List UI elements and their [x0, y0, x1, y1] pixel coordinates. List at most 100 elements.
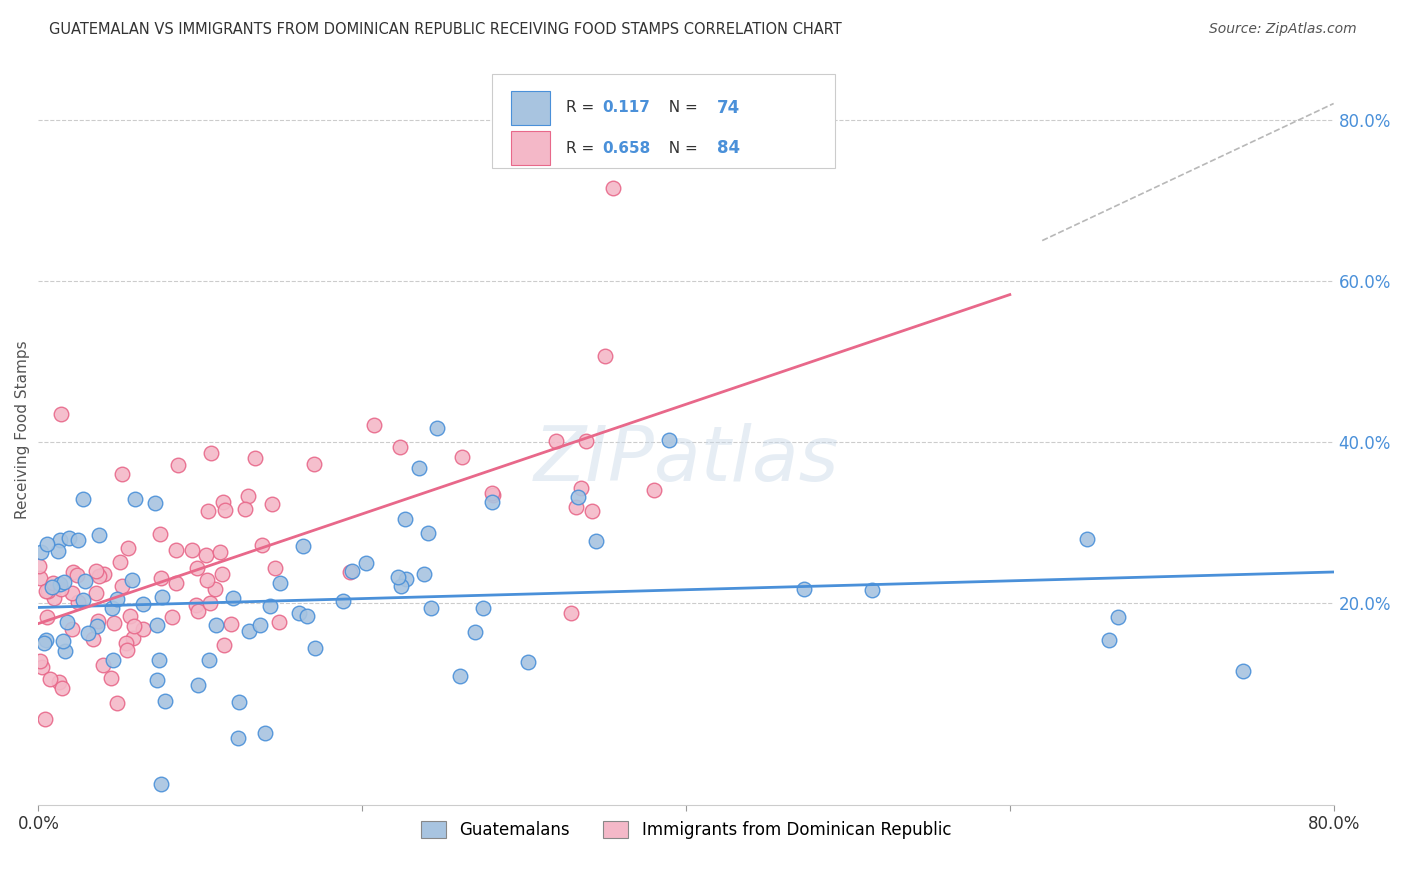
Point	[565, 500, 588, 514]
Point	[58, 531, 80, 545]
Point	[72, 593, 94, 607]
Point	[198, 653, 221, 667]
Point	[60, 622, 83, 636]
Point	[35, 537, 58, 551]
Point	[793, 582, 815, 596]
Point	[76, 626, 98, 640]
Point	[387, 570, 409, 584]
Point	[302, 457, 325, 471]
Point	[212, 639, 235, 653]
Point	[295, 609, 318, 624]
Point	[51, 634, 73, 648]
Point	[408, 460, 430, 475]
Point	[291, 539, 314, 553]
Point	[108, 555, 131, 569]
Point	[363, 417, 385, 432]
Point	[51, 681, 73, 695]
Legend: Guatemalans, Immigrants from Dominican Republic: Guatemalans, Immigrants from Dominican R…	[415, 814, 957, 846]
Point	[195, 573, 218, 587]
Point	[62, 565, 84, 579]
Point	[187, 604, 209, 618]
Point	[643, 483, 665, 498]
Point	[28, 559, 51, 574]
Point	[419, 600, 441, 615]
Point	[464, 624, 486, 639]
Point	[28, 654, 51, 668]
Point	[41, 575, 63, 590]
Point	[288, 606, 311, 620]
Point	[37, 583, 59, 598]
Point	[153, 694, 176, 708]
Point	[569, 482, 592, 496]
Point	[198, 595, 221, 609]
Text: Source: ZipAtlas.com: Source: ZipAtlas.com	[1209, 22, 1357, 37]
Point	[222, 591, 245, 605]
Point	[204, 582, 226, 597]
Text: R =: R =	[565, 141, 599, 156]
Point	[103, 615, 125, 630]
Point	[472, 601, 495, 615]
Point	[481, 495, 503, 509]
Point	[60, 586, 83, 600]
Point	[91, 657, 114, 672]
Point	[1097, 633, 1119, 648]
Point	[124, 492, 146, 507]
Point	[31, 660, 53, 674]
Point	[118, 609, 141, 624]
Point	[34, 636, 56, 650]
Point	[49, 577, 72, 591]
Point	[160, 609, 183, 624]
Point	[226, 731, 249, 746]
FancyBboxPatch shape	[512, 131, 550, 165]
Y-axis label: Receiving Food Stamps: Receiving Food Stamps	[15, 341, 30, 519]
Point	[197, 504, 219, 518]
Point	[84, 564, 107, 578]
Point	[114, 636, 136, 650]
Point	[149, 527, 172, 541]
Point	[269, 576, 291, 591]
Point	[89, 569, 111, 583]
Point	[1232, 664, 1254, 678]
Text: 0.117: 0.117	[602, 100, 650, 115]
Point	[389, 578, 412, 592]
Point	[82, 632, 104, 647]
Point	[426, 420, 449, 434]
Point	[585, 533, 607, 548]
Point	[388, 440, 411, 454]
Point	[450, 450, 472, 464]
Point	[567, 490, 589, 504]
Point	[860, 582, 883, 597]
Point	[195, 549, 218, 563]
Point	[149, 777, 172, 791]
Point	[150, 591, 173, 605]
Point	[481, 486, 503, 500]
Text: R =: R =	[565, 100, 599, 115]
Point	[66, 567, 89, 582]
Point	[49, 533, 72, 547]
Point	[66, 595, 89, 609]
Point	[180, 543, 202, 558]
Point	[418, 525, 440, 540]
Point	[101, 653, 124, 667]
Point	[86, 614, 108, 628]
Point	[602, 181, 624, 195]
Point	[146, 673, 169, 687]
Point	[105, 696, 128, 710]
Point	[48, 674, 70, 689]
Point	[304, 640, 326, 655]
Point	[117, 541, 139, 555]
Point	[340, 564, 363, 578]
Point	[394, 512, 416, 526]
Point	[593, 349, 616, 363]
Point	[49, 582, 72, 597]
Text: N =: N =	[659, 141, 703, 156]
Point	[41, 580, 63, 594]
Point	[575, 434, 598, 449]
Point	[259, 599, 281, 613]
Point	[228, 695, 250, 709]
Point	[449, 669, 471, 683]
Point	[148, 652, 170, 666]
Point	[354, 557, 377, 571]
Point	[34, 712, 56, 726]
Point	[481, 488, 503, 502]
